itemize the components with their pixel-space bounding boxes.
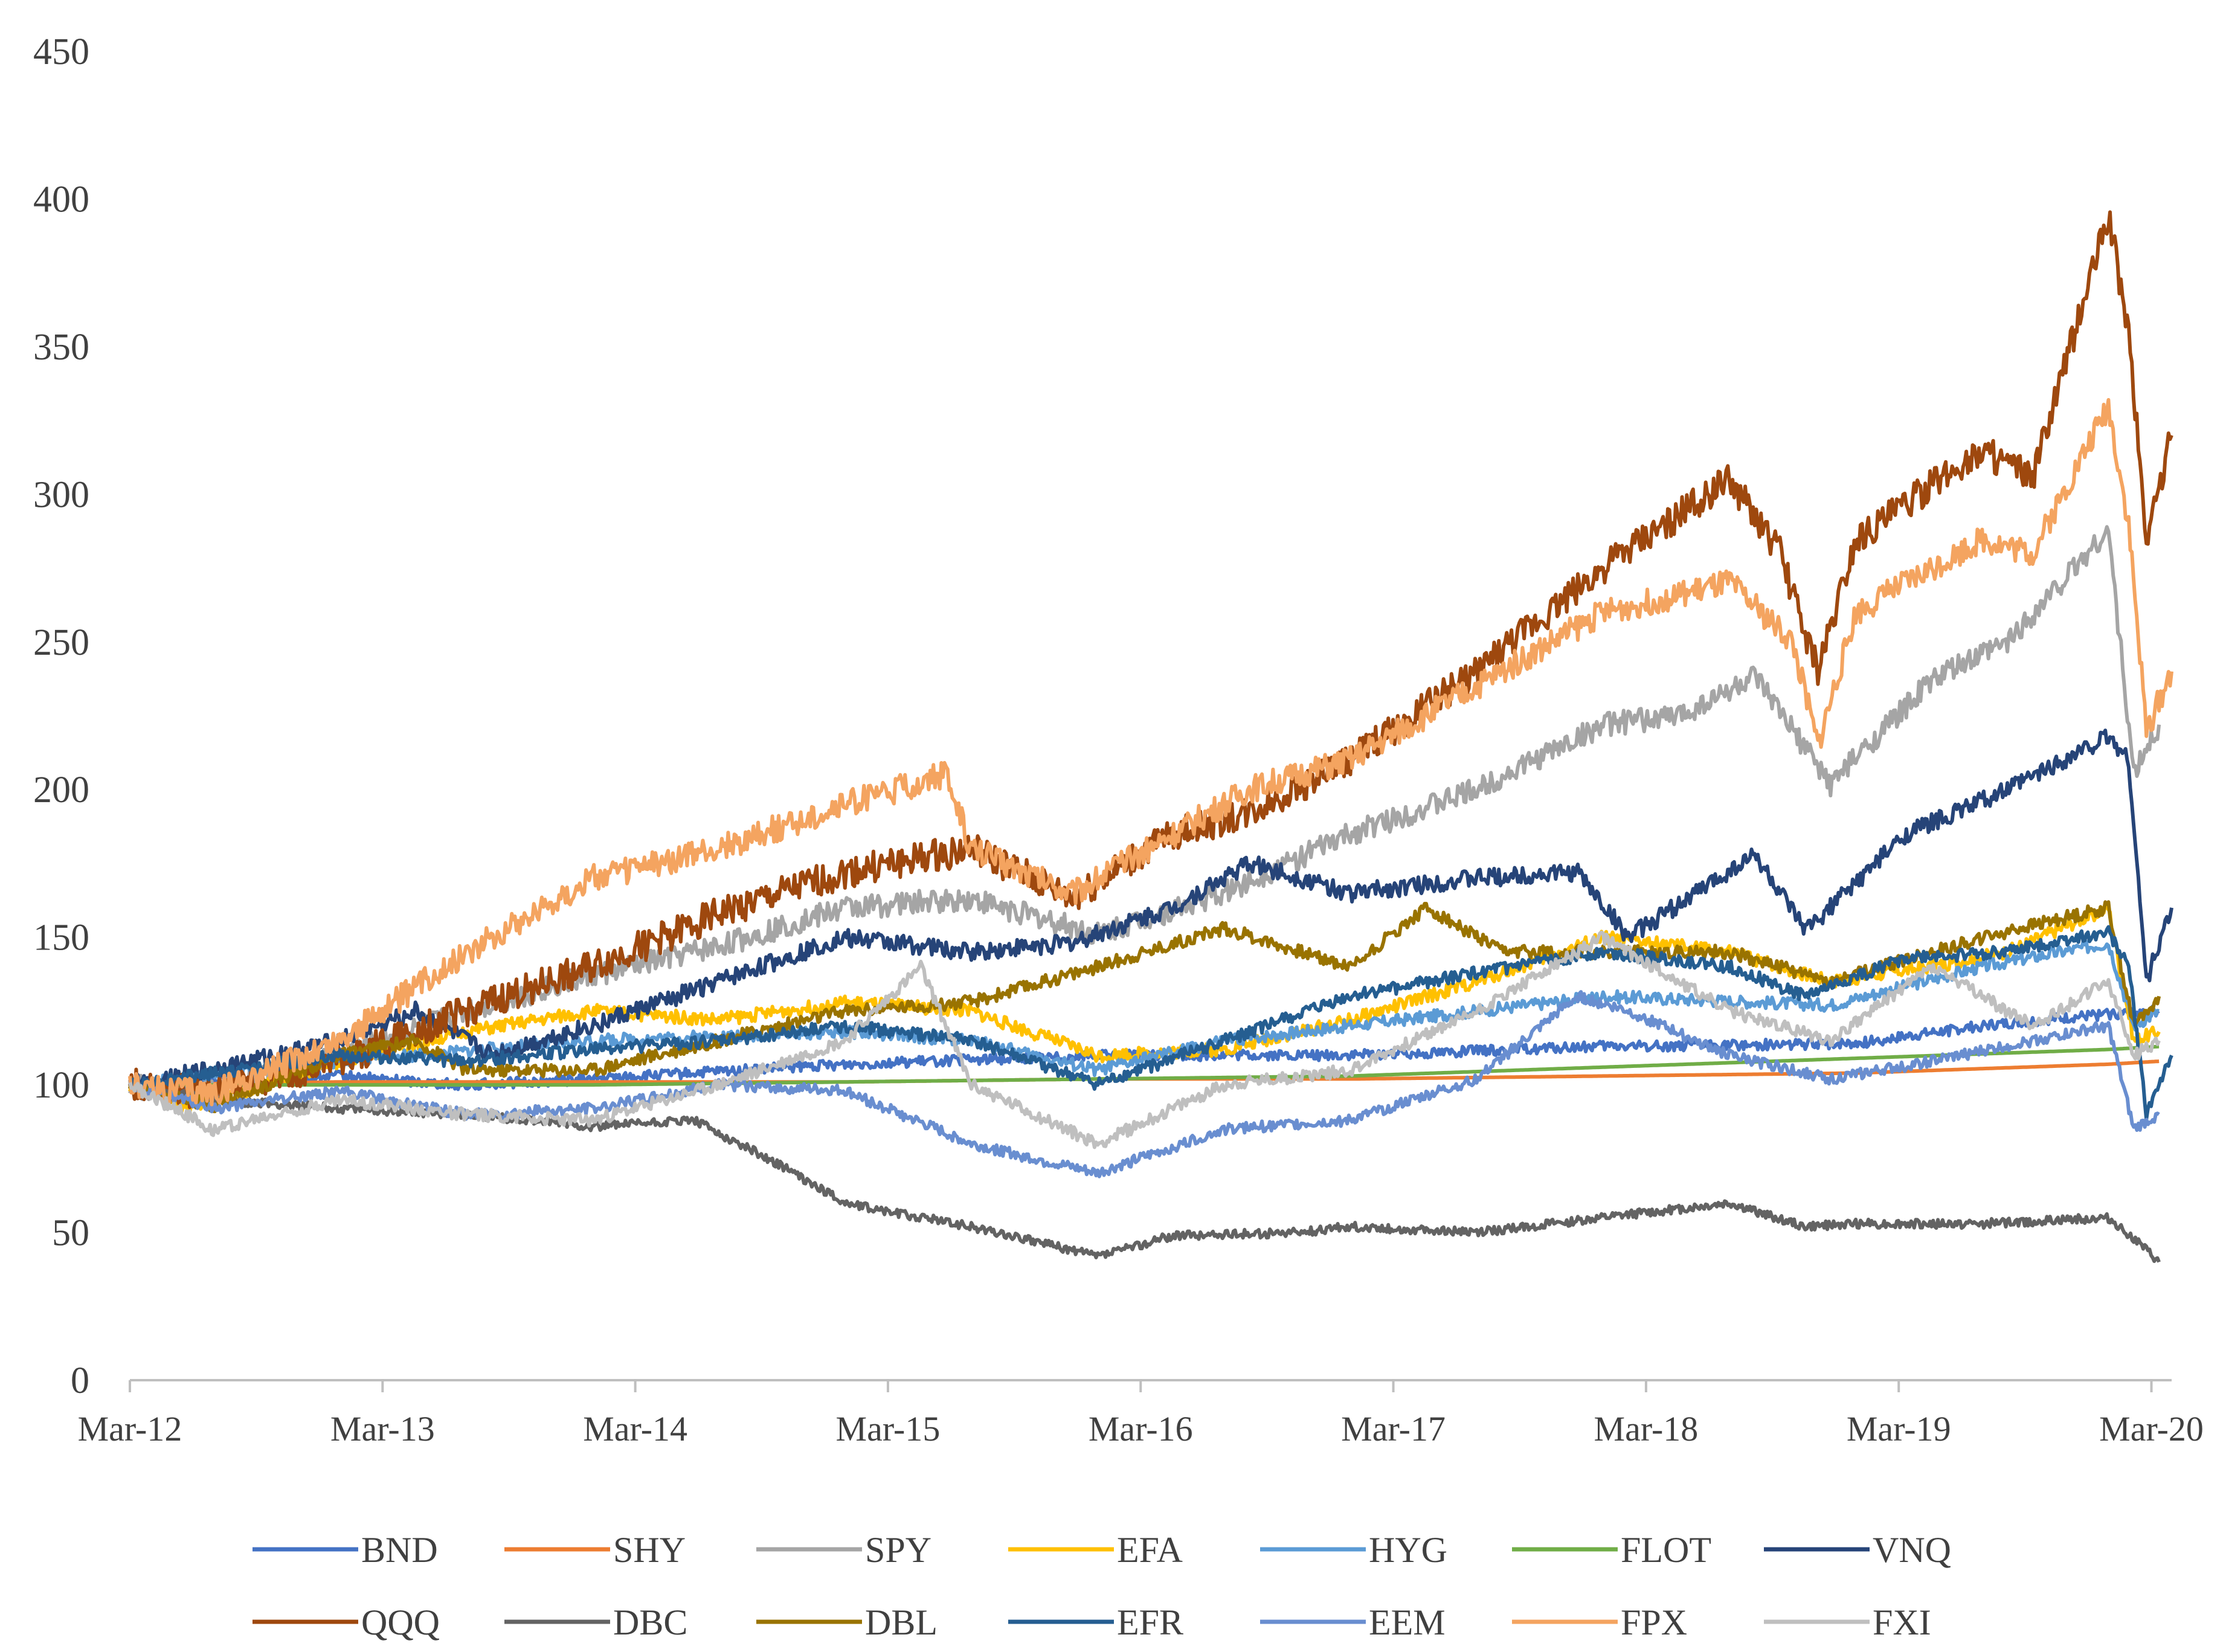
y-axis: 0 50 100 150 200 250 300 350 400 450 [33, 31, 89, 1401]
x-tick-label: Mar-19 [1847, 1409, 1951, 1448]
series-line-vnq [128, 728, 2173, 1093]
y-tick-label: 400 [33, 179, 89, 220]
x-tick-label: Mar-16 [1089, 1409, 1193, 1448]
series-line-efr [129, 925, 2173, 1121]
x-axis: Mar-12 Mar-13 Mar-14 Mar-15 Mar-16 Mar-17 Mar-… [78, 1379, 2204, 1448]
series-line-fxi [128, 930, 2161, 1149]
legend-label-fpx: FPX [1621, 1602, 1687, 1642]
x-tick-label: Mar-14 [583, 1409, 687, 1448]
series-line-dbl [128, 900, 2161, 1113]
legend-label-qqq: QQQ [361, 1602, 440, 1642]
legend-label-efa: EFA [1117, 1530, 1183, 1570]
y-tick-label: 450 [33, 31, 89, 72]
legend-label-eem: EEM [1369, 1602, 1446, 1642]
x-tick-label: Mar-17 [1341, 1409, 1446, 1448]
legend-label-spy: SPY [865, 1530, 931, 1570]
legend-label-hyg: HYG [1369, 1530, 1447, 1570]
legend-label-dbl: DBL [865, 1602, 938, 1642]
y-tick-label: 200 [33, 770, 89, 811]
legend-label-shy: SHY [613, 1530, 686, 1570]
y-tick-label: 300 [33, 474, 89, 515]
series-line-flot [129, 1044, 2160, 1087]
x-tick-label: Mar-12 [78, 1409, 182, 1448]
y-tick-label: 50 [52, 1213, 89, 1254]
legend-label-bnd: BND [361, 1530, 438, 1570]
legend-label-vnq: VNQ [1873, 1530, 1951, 1570]
x-tick-label: Mar-15 [836, 1409, 941, 1448]
y-tick-label: 350 [33, 327, 89, 368]
y-tick-label: 250 [33, 622, 89, 663]
y-tick-label: 0 [71, 1360, 89, 1401]
legend-label-fxi: FXI [1873, 1602, 1931, 1642]
legend-label-dbc: DBC [613, 1602, 687, 1642]
x-tick-label: Mar-13 [330, 1409, 435, 1448]
series-line-hyg [128, 940, 2160, 1090]
legend: BND SHY SPY EFA HYG FLOT VNQ QQQ DBC DBL EFR EEM FPX… [253, 1530, 1951, 1642]
y-tick-label: 100 [33, 1065, 89, 1106]
plot-series [128, 210, 2173, 1263]
x-tick-label: Mar-18 [1594, 1409, 1699, 1448]
series-line-fpx [128, 398, 2173, 1107]
legend-label-efr: EFR [1117, 1602, 1183, 1642]
legend-label-flot: FLOT [1621, 1530, 1711, 1570]
x-tick-label: Mar-20 [2099, 1409, 2204, 1448]
y-tick-label: 150 [33, 918, 89, 959]
